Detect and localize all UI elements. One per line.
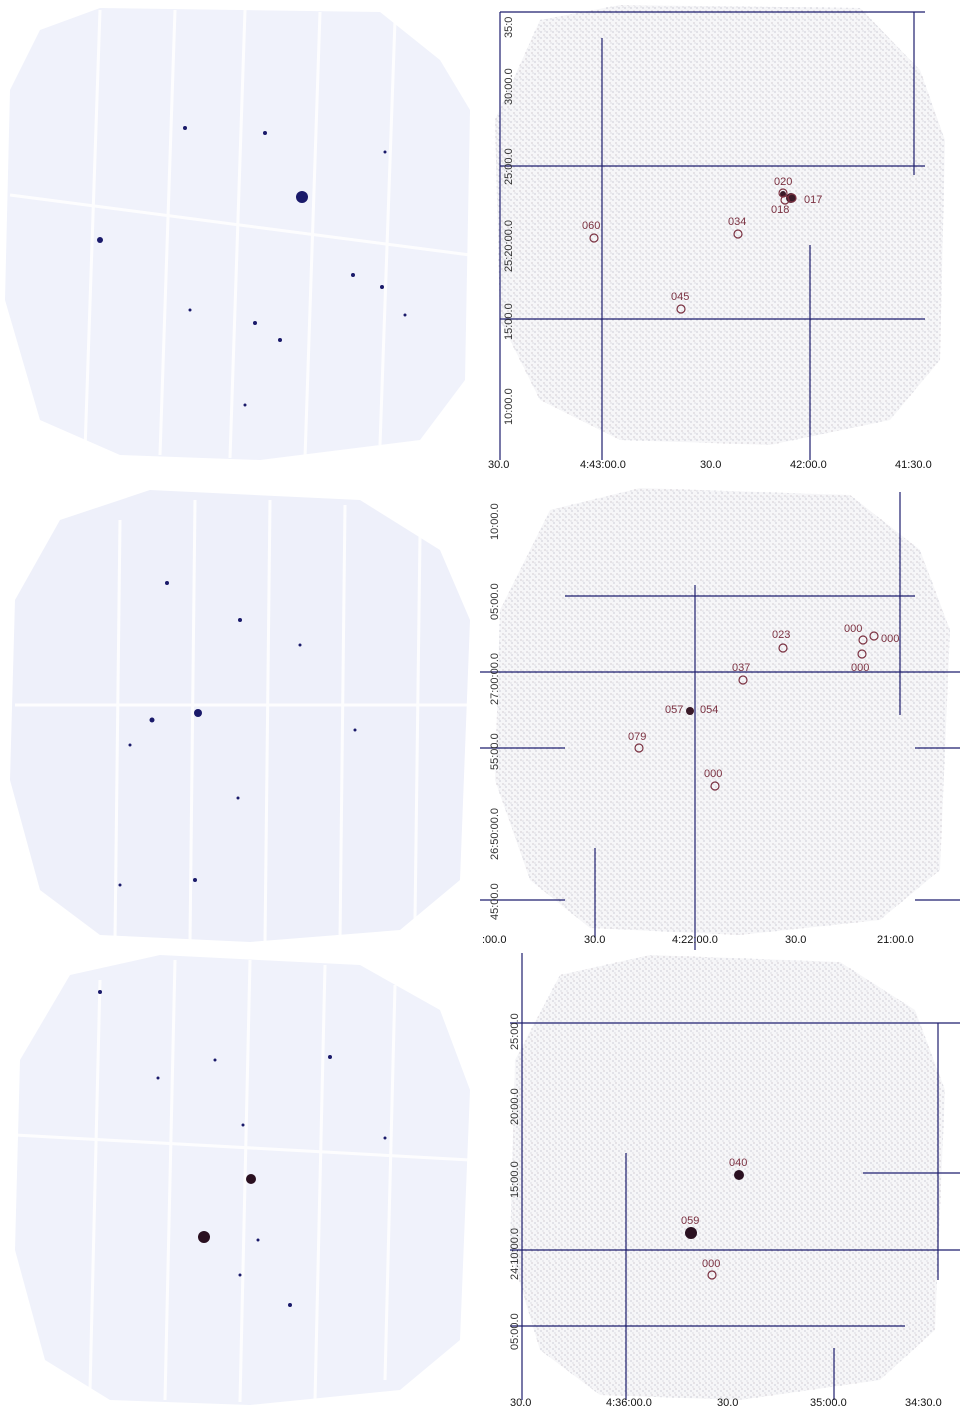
exposure-map-1 [0, 0, 480, 470]
source-label: 020 [774, 176, 792, 188]
ra-tick-label: 34:30.0 [905, 1397, 942, 1409]
source-label: 023 [772, 629, 790, 641]
source-label: 059 [681, 1215, 699, 1227]
source-label: 000 [851, 662, 869, 674]
dec-tick-label: 25:00.0 [509, 1013, 521, 1050]
source-map-3: 040 059 000 30.0 4:36:00.0 30.0 35:00.0 … [480, 950, 960, 1410]
source-label: 040 [729, 1157, 747, 1169]
ra-tick-label: 35:00.0 [810, 1397, 847, 1409]
ra-tick-label: 30.0 [785, 934, 806, 946]
dec-tick-label: 30:00.0 [503, 68, 515, 105]
dec-tick-label: 25:20:00.0 [503, 220, 515, 272]
dec-tick-label: 35:0 [503, 17, 515, 38]
ra-tick-label: 30.0 [584, 934, 605, 946]
source-label: 079 [628, 731, 646, 743]
dec-tick-label: 05:00.0 [509, 1313, 521, 1350]
source-label: 000 [702, 1258, 720, 1270]
source-label: 018 [771, 204, 789, 216]
source-label: 060 [582, 220, 600, 232]
ra-tick-label: 4:22:00.0 [672, 934, 718, 946]
source-label: 045 [671, 291, 689, 303]
source-label: 054 [700, 704, 718, 716]
source-label: 037 [732, 662, 750, 674]
ra-tick-label: 30.0 [510, 1397, 531, 1409]
source-map-1: 020 017 018 034 060 045 30.0 4:43:00.0 3… [480, 0, 960, 470]
dec-tick-label: 10:00.0 [503, 388, 515, 425]
source-label: 000 [704, 768, 722, 780]
ra-tick-label: 30.0 [700, 459, 721, 470]
dec-tick-label: 20:00.0 [509, 1088, 521, 1125]
ra-tick-label: 41:30.0 [895, 459, 932, 470]
source-label: 017 [804, 194, 822, 206]
ra-tick-label: 4:43:00.0 [580, 459, 626, 470]
source-label: 000 [881, 633, 899, 645]
dec-tick-label: 45:00.0 [489, 883, 501, 920]
ra-tick-label: 4:36:00.0 [606, 1397, 652, 1409]
dec-tick-label: 10:00.0 [489, 503, 501, 540]
source-map-2: 023 000 000 000 037 057 054 079 000 :00.… [480, 480, 960, 950]
exposure-map-2 [0, 480, 480, 950]
source-label: 057 [665, 704, 683, 716]
ra-tick-label: 21:00.0 [877, 934, 914, 946]
dec-tick-label: 05:00.0 [489, 583, 501, 620]
dec-tick-label: 55:00.0 [489, 733, 501, 770]
source-label: 034 [728, 216, 746, 228]
dec-tick-label: 15:00.0 [503, 303, 515, 340]
dec-tick-label: 27:00:00.0 [489, 653, 501, 705]
ra-tick-label: 30.0 [717, 1397, 738, 1409]
dec-tick-label: 15:00.0 [509, 1161, 521, 1198]
source-label: 000 [844, 623, 862, 635]
dec-tick-label: 24:10:00.0 [509, 1228, 521, 1280]
exposure-map-3 [0, 950, 480, 1410]
ra-tick-label: :00.0 [482, 934, 506, 946]
dec-tick-label: 25:00.0 [503, 148, 515, 185]
ra-tick-label: 30.0 [488, 459, 509, 470]
dec-tick-label: 26:50:00.0 [489, 808, 501, 860]
ra-tick-label: 42:00.0 [790, 459, 827, 470]
